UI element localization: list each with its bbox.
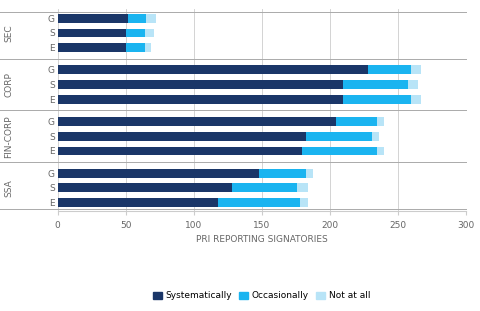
Bar — [58, 169, 259, 178]
Bar — [58, 183, 232, 192]
Bar — [58, 80, 343, 89]
Bar — [368, 65, 411, 74]
Bar — [408, 80, 418, 89]
Bar — [377, 146, 384, 156]
Bar — [372, 132, 379, 141]
Bar — [343, 95, 411, 104]
Bar — [128, 14, 146, 23]
Bar — [58, 95, 343, 104]
Text: SSA: SSA — [4, 179, 13, 197]
Bar — [297, 183, 308, 192]
Bar — [58, 198, 218, 207]
Bar — [58, 14, 128, 23]
Bar — [259, 169, 307, 178]
Text: SEC: SEC — [4, 24, 13, 42]
Text: FIN-CORP: FIN-CORP — [4, 115, 13, 158]
Bar — [343, 80, 408, 89]
Bar — [307, 169, 313, 178]
Bar — [302, 146, 377, 156]
Bar — [336, 117, 377, 126]
Bar — [300, 198, 308, 207]
Bar — [58, 117, 336, 126]
Bar — [144, 29, 154, 37]
Bar — [58, 146, 302, 156]
Bar — [58, 65, 368, 74]
Bar — [126, 43, 144, 52]
Bar — [411, 65, 420, 74]
Bar — [146, 14, 156, 23]
X-axis label: PRI REPORTING SIGNATORIES: PRI REPORTING SIGNATORIES — [196, 235, 327, 244]
Bar — [232, 183, 297, 192]
Bar — [126, 29, 144, 37]
Bar — [58, 43, 126, 52]
Bar — [218, 198, 300, 207]
Text: CORP: CORP — [4, 72, 13, 97]
Bar — [144, 43, 152, 52]
Bar — [58, 132, 307, 141]
Legend: Systematically, Occasionally, Not at all: Systematically, Occasionally, Not at all — [149, 288, 374, 304]
Bar — [307, 132, 372, 141]
Bar — [377, 117, 384, 126]
Bar — [411, 95, 420, 104]
Bar — [58, 29, 126, 37]
